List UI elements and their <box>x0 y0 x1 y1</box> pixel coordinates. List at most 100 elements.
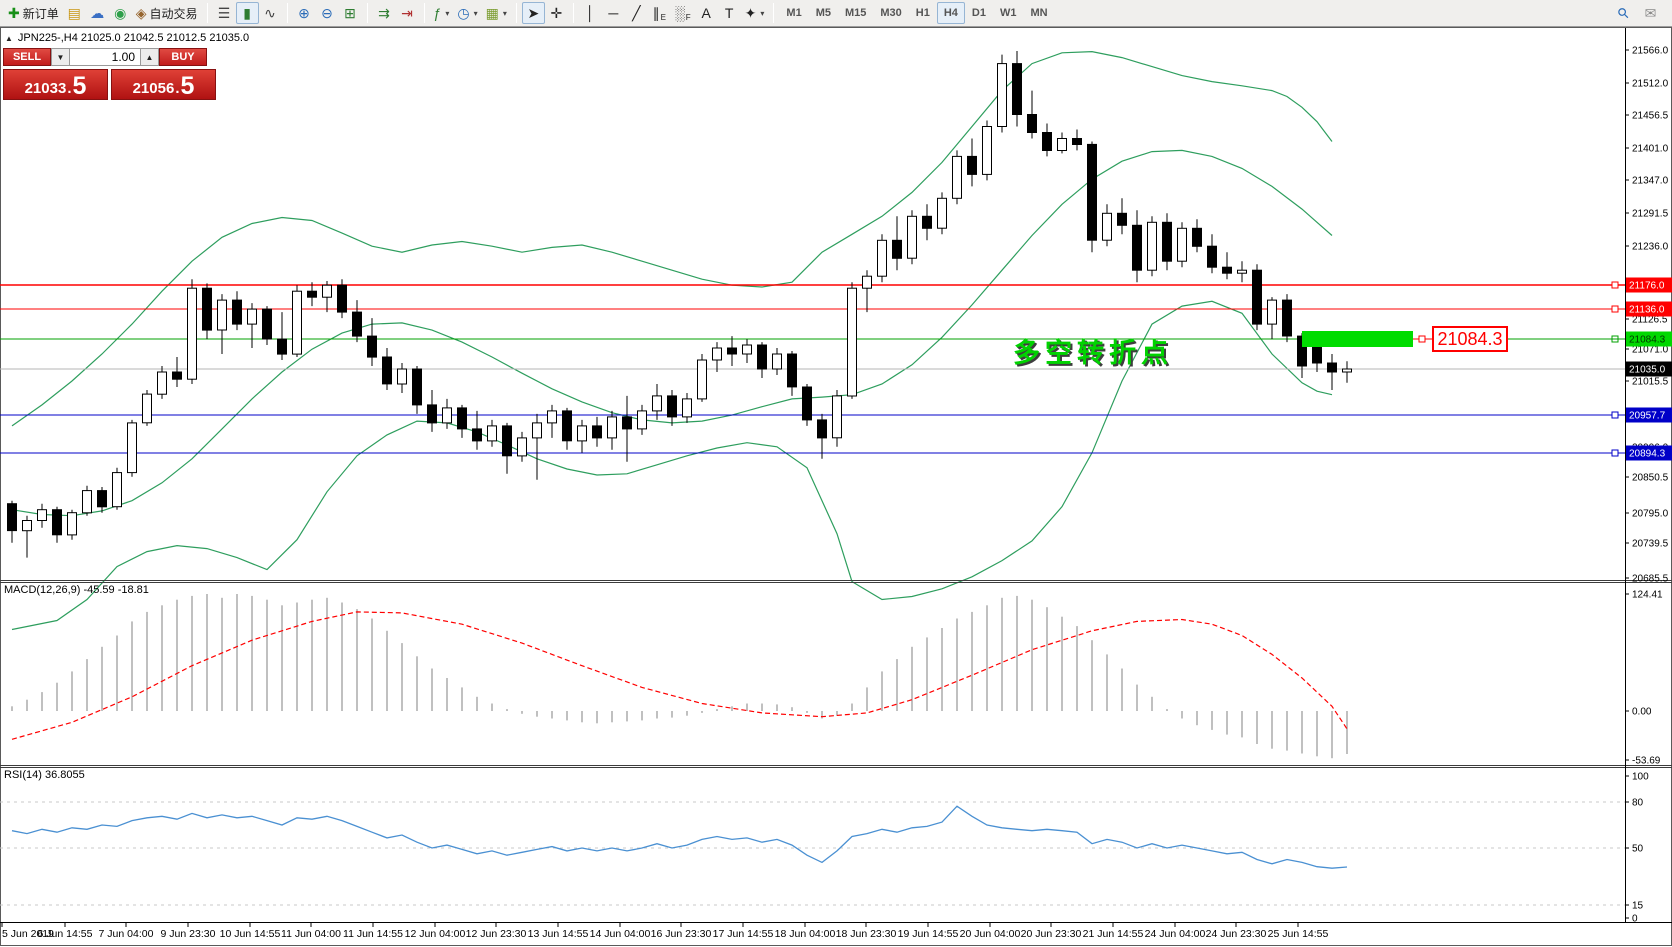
auto-scroll-button[interactable]: ⇉ <box>373 2 396 24</box>
horizontal-line-button[interactable]: ─ <box>602 2 625 24</box>
axis-label: 6 Jun 14:55 <box>38 928 93 940</box>
periods-caret-icon[interactable]: ▾ <box>473 8 478 18</box>
trendline-button[interactable]: ╱ <box>625 2 648 24</box>
indicators-caret-icon[interactable]: ▾ <box>445 8 450 18</box>
chat-button[interactable]: ✉ <box>1639 2 1662 24</box>
tf-m1-button[interactable]: M1 <box>786 7 802 19</box>
buy-price-display: 21056. 5 <box>111 69 216 100</box>
new-order-label: 新订单 <box>22 6 59 21</box>
shapes-caret-icon[interactable]: ▾ <box>760 8 765 18</box>
candle-body <box>1192 227 1202 247</box>
sell-price-dot: . <box>67 79 72 97</box>
tile-windows-button[interactable]: ⊞ <box>339 2 362 24</box>
vertical-line-icon: │ <box>585 5 595 21</box>
templates-caret-icon[interactable]: ▾ <box>502 8 507 18</box>
axis-label: 7 Jun 04:00 <box>99 928 154 940</box>
hline-handle[interactable] <box>1611 305 1619 313</box>
text-label-button[interactable]: T <box>718 2 741 24</box>
candle-body <box>472 428 482 442</box>
zoom-in-button[interactable]: ⊕ <box>293 2 316 24</box>
candle-body <box>37 509 47 522</box>
tf-m5-button[interactable]: M5 <box>815 7 831 19</box>
candle-body <box>1072 138 1082 145</box>
tf-m15-button[interactable]: M15 <box>844 7 867 19</box>
line-chart-button[interactable]: ∿ <box>259 2 282 24</box>
tf-h1-button[interactable]: H1 <box>915 7 930 19</box>
axis-label: 0.00 <box>1632 707 1652 718</box>
volume-input[interactable] <box>70 48 140 66</box>
text-button[interactable]: A <box>695 2 718 24</box>
candle-body <box>427 404 437 424</box>
axis-label: 21512.0 <box>1632 79 1669 90</box>
hline-handle[interactable] <box>1611 411 1619 419</box>
tf-w1-button[interactable]: W1 <box>999 7 1017 19</box>
axis-label: 18 Jun 23:30 <box>836 928 897 940</box>
candle-body <box>772 353 782 370</box>
zoom-out-button[interactable]: ⊖ <box>316 2 339 24</box>
equidistant-channel-button[interactable]: ∥ E <box>648 2 671 24</box>
equidistant-channel-icon: ∥ <box>652 5 660 21</box>
axis-label: 19 Jun 14:55 <box>898 928 959 940</box>
market-book-button[interactable]: ▤ <box>63 2 86 24</box>
candle-body <box>742 344 752 355</box>
bar-chart-button[interactable]: ☰ <box>213 2 236 24</box>
candle-body <box>1282 299 1292 337</box>
candle-body <box>577 425 587 442</box>
chart-title: JPN225-,H4 21025.0 21042.5 21012.5 21035… <box>17 32 250 44</box>
candle-body <box>937 197 947 229</box>
hline-handle[interactable] <box>1611 449 1619 457</box>
candle-body <box>337 284 347 313</box>
candle-body <box>382 356 392 385</box>
tf-mn-button[interactable]: MN <box>1030 7 1048 19</box>
axis-label: 11 Jun 04:00 <box>281 928 341 940</box>
fibonacci-retracement-button[interactable]: ░ F <box>671 2 695 24</box>
auto-trading-button[interactable]: ◈ 自动交易 <box>132 2 202 24</box>
shapes-button[interactable]: ✦ ▾ <box>741 2 769 24</box>
search-button[interactable]: ⚲ <box>1612 2 1635 24</box>
axis-label: 21401.0 <box>1632 144 1669 155</box>
text-label-icon: T <box>724 5 734 21</box>
collapse-panel-arrow[interactable]: ▲ <box>5 33 13 43</box>
highlight-rectangle[interactable] <box>1302 331 1413 347</box>
crosshair-icon: ✛ <box>550 5 563 21</box>
axis-label: 21084.3 <box>1629 335 1666 346</box>
axis-label: 15 <box>1632 901 1644 912</box>
price-callout-label[interactable]: 21084.3 <box>1432 326 1508 352</box>
rsi-line <box>11 805 1348 869</box>
tf-h4-button[interactable]: H4 <box>936 2 965 24</box>
tf-m30-button[interactable]: M30 <box>880 7 902 19</box>
line-chart-icon: ∿ <box>264 5 276 21</box>
tf-d1-button[interactable]: D1 <box>971 7 986 19</box>
candle-body <box>352 311 362 337</box>
signals-button[interactable]: ◉ <box>109 2 132 24</box>
indicators-button[interactable]: ƒ ▾ <box>430 2 454 24</box>
candle-body <box>1147 221 1157 271</box>
sell-button[interactable]: SELL <box>3 48 51 66</box>
candle-body <box>1237 269 1247 274</box>
candlestick-chart-button[interactable]: ▮ <box>235 2 259 24</box>
profiles-button[interactable]: ☁ <box>86 2 109 24</box>
volume-decrease-button[interactable]: ▼ <box>51 48 70 66</box>
candles-layer[interactable] <box>7 51 1352 558</box>
cursor-button[interactable]: ➤ <box>521 2 545 24</box>
crosshair-button[interactable]: ✛ <box>545 2 568 24</box>
periods-button[interactable]: ◷ ▾ <box>453 2 481 24</box>
chart-shift-button[interactable]: ⇥ <box>396 2 419 24</box>
axis-label: 24 Jun 04:00 <box>1145 928 1206 940</box>
axis-label: 17 Jun 14:55 <box>713 928 774 940</box>
chart-window-border <box>0 27 1672 946</box>
candle-body <box>67 512 77 536</box>
buy-button[interactable]: BUY <box>159 48 207 66</box>
candle-body <box>607 416 617 439</box>
templates-button[interactable]: ▦ ▾ <box>482 2 511 24</box>
candle-body <box>1342 368 1352 373</box>
volume-increase-button[interactable]: ▲ <box>140 48 159 66</box>
new-order-button[interactable]: ✚ 新订单 <box>4 2 63 24</box>
hline-handle[interactable] <box>1611 281 1619 289</box>
vertical-line-button[interactable]: │ <box>579 2 602 24</box>
toolbar-separator <box>572 3 574 23</box>
callout-handle[interactable] <box>1418 335 1426 343</box>
buy-price-pip: 5 <box>180 71 195 100</box>
annotation-text[interactable]: 多空转折点 <box>1013 338 1173 368</box>
